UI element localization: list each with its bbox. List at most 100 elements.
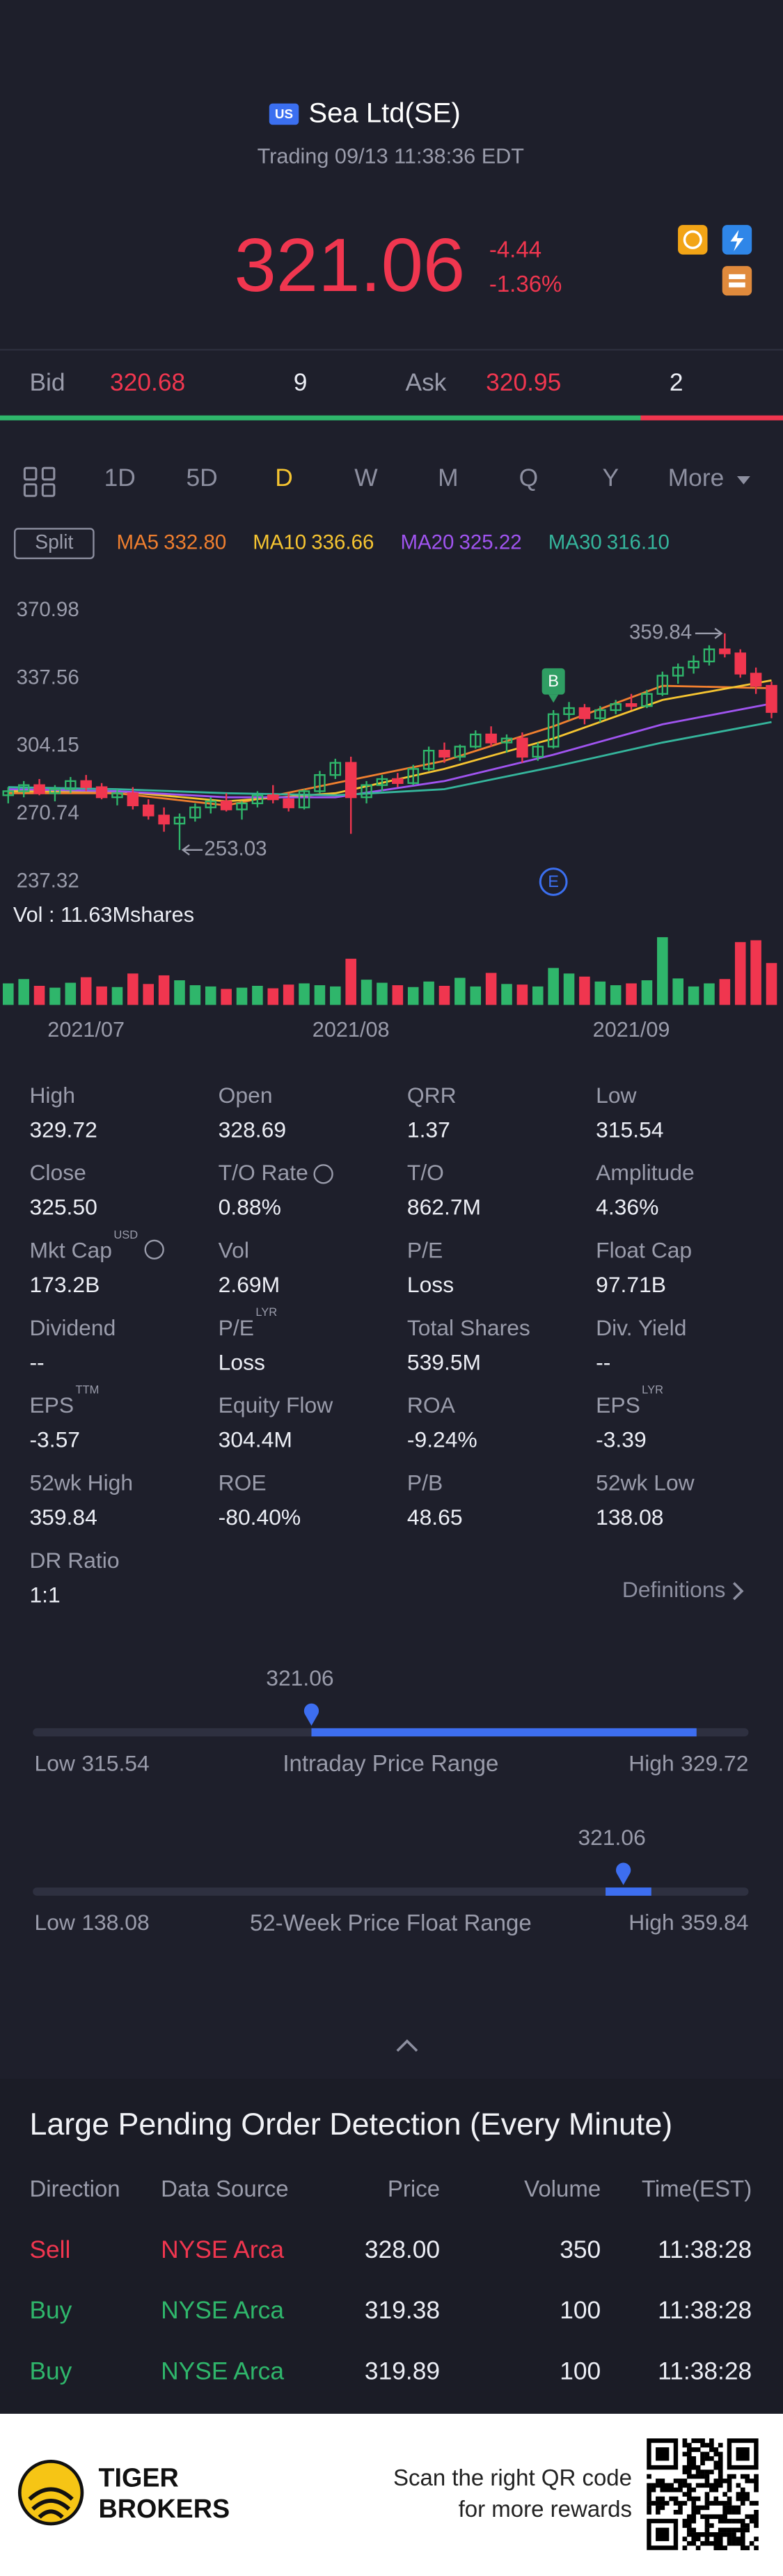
icon-glyph [729,274,745,279]
qr-module [682,2536,688,2542]
period-tab[interactable]: W [354,464,378,492]
qr-module [700,2540,705,2546]
volume-bar [49,987,61,1005]
qr-module [713,2532,719,2537]
qr-module [740,2540,745,2546]
period-tab[interactable]: 1D [104,464,136,492]
collapse-chevron[interactable] [396,2039,418,2052]
period-tab[interactable]: 5D [186,464,217,492]
qr-module [686,2451,692,2457]
volume-bar [704,983,715,1005]
candle-body [594,709,606,719]
qr-module [736,2492,741,2497]
volume-bar [734,942,746,1005]
qr-module [704,2536,710,2542]
definitions-link[interactable]: Definitions [622,1577,726,1602]
qr-module [713,2496,719,2502]
qr-module [745,2479,750,2483]
qr-module [700,2438,705,2444]
qr-module [686,2523,692,2528]
info-icon[interactable] [144,1239,164,1259]
volume-bar [548,968,559,1005]
orders-cell: Buy [29,2297,72,2324]
ma-value: 325.22 [459,531,522,553]
orders-background [0,2078,783,2414]
qr-module [754,2523,759,2528]
qr-module [736,2510,741,2515]
volume-bar [205,986,216,1005]
volume-bar [330,986,341,1005]
split-button[interactable]: Split [35,531,73,553]
qr-caption: for more rewards [459,2496,632,2522]
qr-caption: Scan the right QR code [393,2465,632,2490]
candle-body [236,802,248,810]
qr-module [664,2483,670,2488]
stat-value: Loss [407,1272,454,1297]
event-marker[interactable] [539,867,568,896]
qr-module [704,2496,710,2502]
volume-bar [80,977,92,1005]
bid-size-bar [0,415,641,421]
qr-module [718,2456,723,2461]
candle-body [485,733,497,744]
qr-module [686,2447,692,2452]
qr-module [722,2518,727,2524]
qr-module [718,2527,723,2533]
qr-module [727,2501,732,2506]
ma-value: 336.66 [311,531,374,553]
candle-body [33,784,45,794]
stat-value: 862.7M [407,1195,481,1220]
qr-module [682,2492,688,2497]
orders-header: Direction [29,2176,120,2201]
qr-module [745,2523,750,2528]
range-high-prefix: High [628,1910,674,1935]
stat-label: QRR [407,1083,457,1108]
candle-body [610,703,622,712]
trading-status: Trading 09/13 11:38:36 EDT [258,145,525,168]
volume-bar [221,989,232,1005]
qr-module [727,2487,732,2492]
info-icon[interactable] [313,1164,333,1184]
period-tab[interactable]: M [438,464,458,492]
qr-module [718,2460,723,2466]
logo [17,2460,84,2526]
qr-module [682,2501,688,2506]
volume-bar [766,963,777,1005]
more-caret[interactable] [736,476,750,485]
volume-bar [641,980,653,1005]
qr-module [686,2540,692,2546]
qr-finder [656,2527,670,2541]
qr-module [740,2501,745,2506]
qr-module [727,2527,732,2533]
volume-bar [516,984,528,1005]
qr-module [745,2474,750,2479]
period-tab[interactable]: Y [603,464,619,492]
trade-marker-tip [548,694,559,703]
range-low: Low 138.08 [35,1910,150,1935]
split-box[interactable] [14,528,95,560]
qr-module [673,2496,679,2502]
period-tab[interactable]: More [668,464,725,492]
qr-module [682,2518,688,2524]
trade-marker[interactable] [541,668,565,695]
period-tab[interactable]: D [275,464,293,492]
qr-finder [736,2447,750,2461]
stat-label: Div. Yield [596,1315,686,1340]
qr-module [709,2487,714,2492]
qr-module [695,2545,701,2550]
candle-body [283,798,294,808]
period-tab[interactable]: Q [519,464,539,492]
qr-module [682,2438,688,2444]
range-title: Intraday Price Range [283,1750,498,1776]
candle-body [158,815,170,825]
qr-module [695,2505,701,2511]
range-pin [616,1862,631,1885]
candle-body [438,750,450,758]
stat-label: P/E [219,1315,254,1340]
orders-cell: 100 [560,2297,601,2324]
candle-body [734,652,746,675]
candle-body [719,648,731,654]
qr-module [678,2479,683,2483]
definitions-chevron[interactable] [732,1582,744,1601]
qr-module [700,2451,705,2457]
